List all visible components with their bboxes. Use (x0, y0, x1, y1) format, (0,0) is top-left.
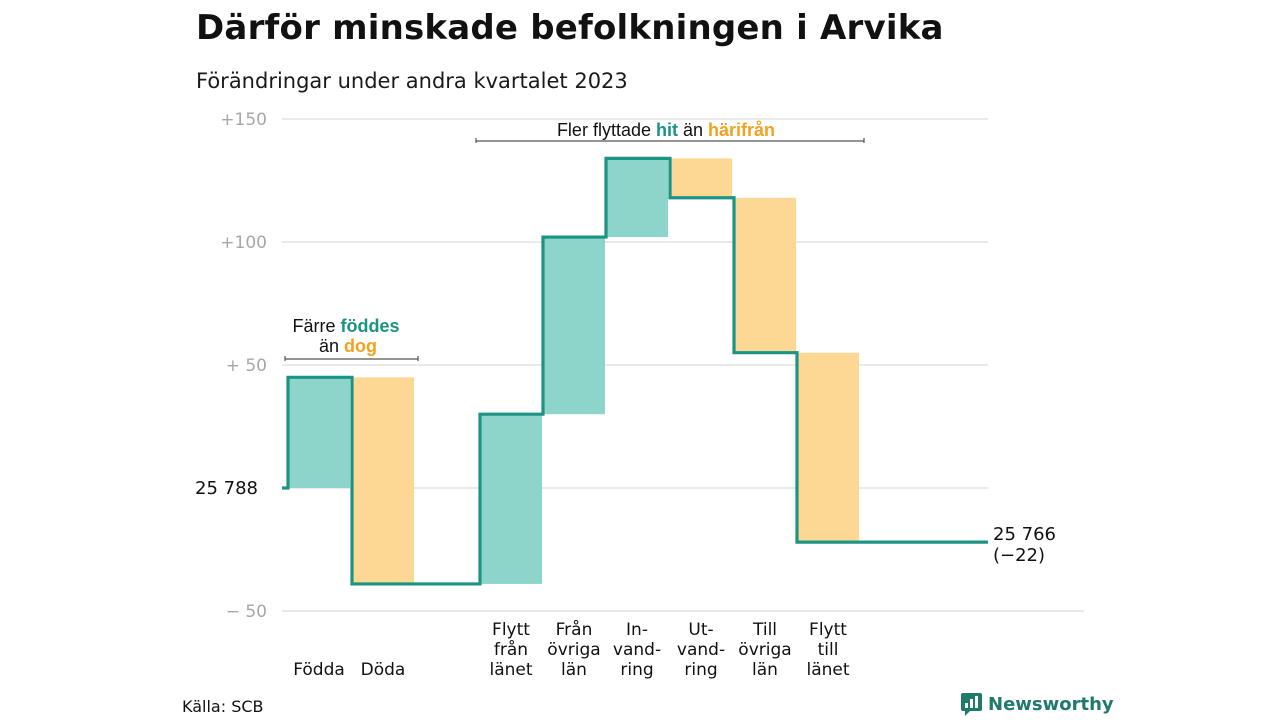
category-label: län (752, 660, 778, 680)
end-value-label: 25 766 (993, 524, 1056, 545)
annotation-orange-text: dog (344, 336, 377, 356)
tick-layer: +150 +100 + 50 − 50 (220, 110, 267, 622)
annotation-text: Färre föddes (292, 316, 399, 336)
chart-subtitle: Förändringar under andra kvartalet 2023 (196, 69, 628, 93)
category-label: län (561, 660, 587, 680)
source-note: Källa: SCB (182, 697, 264, 716)
endpoint-label-layer: 25 788 25 766(−22) (195, 478, 1056, 566)
bar-increase (606, 158, 668, 238)
category-label: Födda (293, 660, 345, 680)
category-label: från (494, 639, 528, 660)
newsworthy-logo-icon (961, 693, 982, 716)
category-label: Från (556, 619, 593, 640)
brand: Newsworthy (961, 693, 1114, 716)
bar-decrease (670, 158, 732, 198)
category-label: övriga (547, 640, 600, 660)
category-label: Döda (361, 660, 406, 680)
annotation-teal-text: föddes (341, 316, 400, 336)
chart-title: Därför minskade befolkningen i Arvika (196, 8, 944, 48)
category-label: Ut- (688, 620, 713, 640)
y-tick-label: +100 (220, 233, 267, 253)
category-label: vand- (613, 640, 661, 660)
brand-name: Newsworthy (988, 694, 1114, 715)
category-label: ring (684, 660, 717, 680)
category-label: till (818, 640, 839, 660)
annotation-teal-text: hit (656, 120, 678, 140)
annotation-text: Fler flyttade hit än härifrån (557, 120, 775, 140)
bar-increase (288, 377, 350, 488)
category-label: vand- (677, 640, 725, 660)
y-tick-label: +150 (220, 110, 267, 130)
bar-decrease (734, 197, 796, 353)
bar-decrease (352, 377, 414, 584)
annotation-plain-text: Färre (292, 316, 340, 336)
category-label: In- (626, 620, 648, 640)
annotation-bracket (284, 356, 419, 361)
annotation-orange-text: härifrån (708, 120, 775, 140)
annotation-plain-text: Fler flyttade (557, 120, 656, 140)
category-label: länet (806, 660, 849, 680)
cumulative-step-line (282, 156, 988, 586)
annotation-plain-text: än (319, 336, 344, 356)
bar-layer (288, 158, 859, 584)
category-label: Flytt (492, 620, 530, 640)
category-label: Flytt (809, 620, 847, 640)
category-label: övriga (738, 640, 791, 660)
bar-decrease (797, 352, 859, 543)
y-tick-label: − 50 (226, 602, 267, 622)
category-label: Till (752, 620, 777, 640)
category-label: ring (620, 660, 653, 680)
end-delta-label: (−22) (993, 545, 1045, 566)
start-value-label: 25 788 (195, 478, 258, 499)
category-label-layer: Födda DödaFlyttfrånlänetFrånövrigalänIn-v… (293, 619, 850, 680)
step-line-layer (282, 156, 988, 586)
y-tick-label: + 50 (226, 356, 267, 376)
bar-increase (480, 414, 542, 584)
annotation-bracket (475, 138, 865, 143)
bar-increase (543, 237, 605, 415)
annotation-text: än dog (319, 336, 377, 356)
category-label: länet (489, 660, 532, 680)
annotation-plain-text: än (678, 120, 708, 140)
